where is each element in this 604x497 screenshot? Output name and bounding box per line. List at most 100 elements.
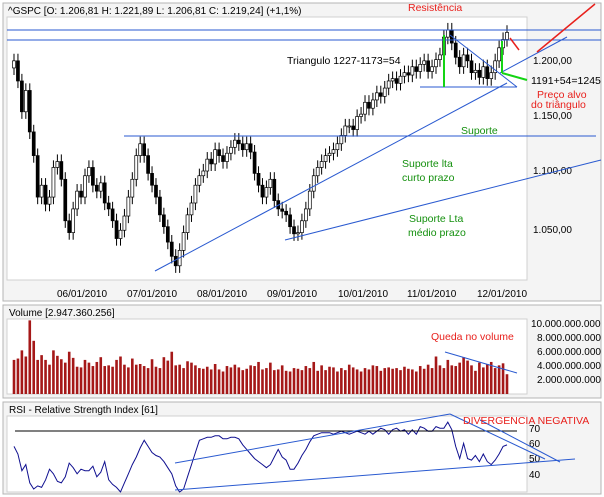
candle-body [75, 190, 79, 210]
volume-bar [324, 370, 327, 394]
volume-y-tick: 4.000.000.000 [537, 361, 601, 372]
volume-bar [40, 355, 43, 394]
candle-body [94, 184, 99, 192]
x-tick-label: 08/01/2010 [197, 289, 247, 300]
candle-body [244, 143, 249, 151]
volume-bar [229, 367, 233, 394]
rsi-divergence-line-2 [479, 419, 561, 463]
volume-bar [75, 366, 79, 394]
price-panel-title: ^GSPC [O: 1.206,81 H: 1.221,89 L: 1.206,… [8, 6, 302, 17]
volume-bar [63, 362, 67, 394]
volume-bar [300, 370, 304, 394]
price-y-tick: 1.100,00 [533, 166, 572, 177]
volume-bar [217, 369, 221, 394]
volume-bar [478, 362, 481, 394]
volume-bar [209, 369, 213, 394]
candle-body [343, 125, 348, 136]
annotation-suporte-lta: Suporte lta [402, 158, 453, 170]
candle-body [47, 196, 52, 205]
x-tick-label: 10/01/2010 [338, 289, 388, 300]
volume-bar [403, 366, 406, 394]
volume-bar [418, 366, 422, 394]
annotation-divergencia: DIVERGENCIA NEGATIVA [463, 415, 589, 427]
volume-bar [411, 369, 414, 394]
candle-body [351, 125, 356, 130]
volume-bar [462, 357, 465, 394]
candle-body [83, 175, 87, 198]
candle-body [150, 173, 154, 186]
volume-bar [119, 356, 122, 394]
volume-bar [233, 364, 237, 394]
volume-bar [375, 366, 379, 394]
volume-bar [44, 359, 47, 394]
candle-body [67, 220, 72, 233]
volume-bar [414, 371, 418, 394]
candle-body [438, 54, 442, 60]
candle-body [110, 208, 115, 222]
volume-panel-title: Volume [2.947.360.256] [9, 308, 115, 319]
candle-body [304, 208, 308, 222]
volume-bar [383, 368, 387, 394]
candle-body [473, 69, 478, 74]
volume-bar [288, 371, 292, 394]
candle-body [422, 60, 427, 65]
volume-bar [320, 365, 323, 394]
volume-bar [371, 365, 375, 394]
candle-body [169, 241, 174, 257]
triangle-breakout-tick [501, 72, 528, 81]
triangle-height-markers [443, 35, 528, 87]
volume-bar [340, 368, 343, 394]
candle-body [233, 139, 237, 148]
candle-body [402, 72, 407, 77]
volume-bar [123, 364, 126, 394]
candle-body [505, 32, 509, 40]
volume-bar [261, 369, 264, 394]
candle-body [280, 208, 285, 212]
volume-bar [146, 368, 150, 394]
volume-bar [343, 370, 347, 394]
annotation-queda-volume: Queda no volume [431, 331, 514, 343]
candle-body [122, 215, 127, 231]
volume-bar [265, 368, 268, 394]
rsi-plot-area [6, 415, 528, 493]
candle-body [374, 92, 379, 101]
candle-body [193, 184, 198, 204]
annotation-curto-prazo: curto prazo [402, 172, 455, 184]
volume-bar [127, 367, 130, 394]
candle-body [138, 143, 143, 156]
volume-bar [87, 362, 91, 394]
candles-group [12, 22, 509, 273]
volume-decline-line [444, 351, 518, 374]
volume-bar [253, 366, 256, 394]
candle-body [457, 56, 462, 68]
candle-body [130, 178, 135, 198]
annotation-medio-prazo: médio prazo [408, 227, 466, 239]
volume-bar [391, 368, 394, 394]
volume-bar [221, 371, 225, 394]
volume-y-tick: 10.000.000.000 [531, 319, 601, 330]
candle-body [87, 167, 91, 177]
volume-bar [213, 364, 217, 394]
volume-bar [71, 357, 75, 394]
volume-bar [269, 362, 272, 394]
volume-bar [284, 370, 288, 394]
volume-y-tick: 6.000.000.000 [537, 347, 601, 358]
candle-body [142, 143, 147, 156]
candle-body [31, 131, 36, 156]
candle-body [181, 232, 186, 251]
candle-body [418, 64, 423, 72]
volume-bar [24, 356, 28, 394]
candle-body [453, 42, 458, 58]
candle-body [256, 173, 261, 186]
volume-bar [83, 359, 87, 394]
volume-bar [107, 365, 110, 394]
candle-body [146, 155, 150, 174]
candle-body [102, 182, 107, 204]
target-arrow [509, 3, 596, 53]
candle-body [240, 143, 245, 151]
volume-bar [505, 374, 509, 394]
volume-bar [442, 368, 446, 394]
candle-body [477, 69, 482, 78]
candle-body [51, 167, 56, 198]
